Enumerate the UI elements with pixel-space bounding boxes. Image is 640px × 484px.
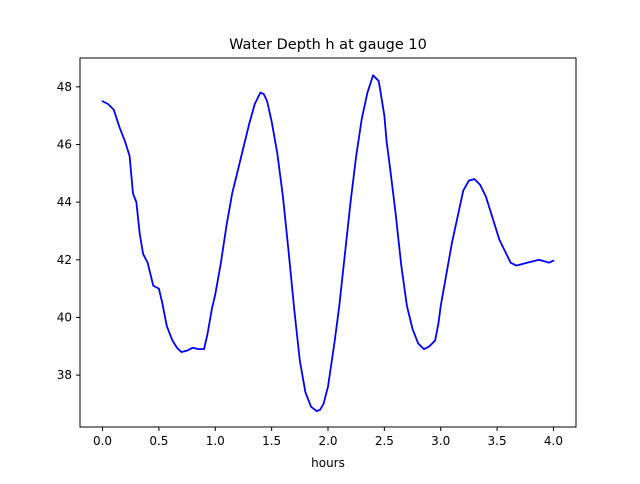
y-axis: 38 40 42 44 46 48	[57, 80, 80, 382]
water-depth-line	[101, 74, 555, 413]
x-tick-label: 1.5	[262, 434, 281, 448]
x-tick-label: 0.5	[149, 434, 168, 448]
y-tick-label: 48	[57, 80, 72, 94]
x-tick-label: 0.0	[93, 434, 112, 448]
x-tick-label: 2.5	[375, 434, 394, 448]
x-axis: 0.0 0.5 1.0 1.5 2.0 2.5 3.0 3.5 4.0	[93, 427, 563, 448]
y-tick-label: 44	[57, 195, 72, 209]
x-tick-label: 3.5	[488, 434, 507, 448]
line-series-group	[101, 74, 555, 413]
y-tick-label: 42	[57, 253, 72, 267]
y-tick-label: 38	[57, 368, 72, 382]
chart-title: Water Depth h at gauge 10	[229, 37, 427, 53]
y-tick-label: 46	[57, 137, 72, 151]
x-tick-label: 2.0	[318, 434, 337, 448]
x-tick-label: 1.0	[206, 434, 225, 448]
x-tick-label: 3.0	[431, 434, 450, 448]
x-tick-label: 4.0	[544, 434, 563, 448]
y-tick-label: 40	[57, 310, 72, 324]
x-axis-label: hours	[311, 456, 345, 470]
